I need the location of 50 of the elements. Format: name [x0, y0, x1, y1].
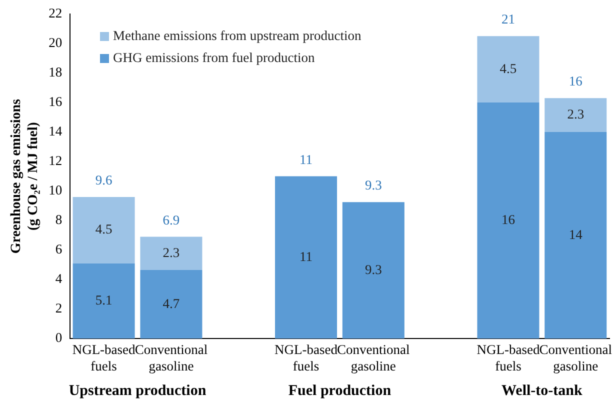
x-tick-label: Conventional gasoline — [134, 342, 208, 374]
legend-label: Methane emissions from upstream production — [113, 28, 362, 44]
y-tick-label: 16 — [48, 94, 62, 110]
y-axis-title: Greenhouse gas emissions (g CO₂e / MJ fuel) — [9, 98, 41, 254]
data-label: 11 — [300, 248, 313, 264]
bar — [477, 102, 540, 339]
bar — [544, 132, 607, 339]
y-tick-label: 6 — [55, 242, 62, 257]
data-label: 2.3 — [567, 106, 584, 122]
x-tick-label: NGL-based fuels — [72, 342, 136, 374]
total-label: 11 — [300, 152, 313, 167]
data-label: 4.7 — [162, 296, 180, 311]
bar — [275, 176, 338, 339]
y-tick-label: 14 — [48, 124, 62, 139]
text: Upstream production — [68, 382, 207, 399]
data-label: 4.5 — [95, 222, 112, 237]
y-tick-label: 20 — [48, 35, 62, 50]
total-label: 9.6 — [95, 172, 112, 188]
y-tick-label: 2 — [55, 300, 62, 316]
data-label: 2.3 — [162, 244, 180, 260]
bar — [140, 270, 202, 339]
bar — [342, 202, 404, 339]
total-label: 9.3 — [364, 178, 382, 193]
x-tick-label: NGL-based fuels — [274, 342, 338, 374]
total-label: 16 — [568, 74, 583, 89]
x-tick-label: Conventional gasoline — [539, 342, 612, 374]
y-tick-label: 10 — [48, 182, 62, 198]
bar — [544, 98, 607, 132]
total-label: 21 — [501, 12, 515, 27]
bar — [72, 196, 135, 264]
data-label: 16 — [501, 212, 516, 228]
y-tick-label: 22 — [48, 6, 62, 21]
data-label: 4.5 — [500, 60, 517, 76]
total-label: 6.9 — [162, 212, 180, 228]
legend-label: GHG emissions from fuel production — [113, 50, 315, 66]
bar — [72, 263, 135, 339]
data-label: 14 — [568, 226, 583, 242]
text: Well-to-tank — [502, 382, 583, 399]
x-tick-label: Conventional gasoline — [337, 342, 410, 374]
y-tick-label: 0 — [55, 330, 62, 346]
x-tick-label: NGL-based fuels — [476, 342, 540, 374]
bar — [140, 236, 202, 270]
text: Fuel production — [288, 382, 392, 399]
data-label: 9.3 — [364, 262, 382, 277]
data-label: 5.1 — [95, 292, 112, 308]
y-tick-label: 8 — [55, 212, 62, 228]
y-tick-label: 12 — [48, 153, 62, 168]
y-tick-label: 18 — [48, 64, 62, 80]
bar — [477, 36, 540, 103]
y-tick-label: 4 — [55, 271, 62, 286]
